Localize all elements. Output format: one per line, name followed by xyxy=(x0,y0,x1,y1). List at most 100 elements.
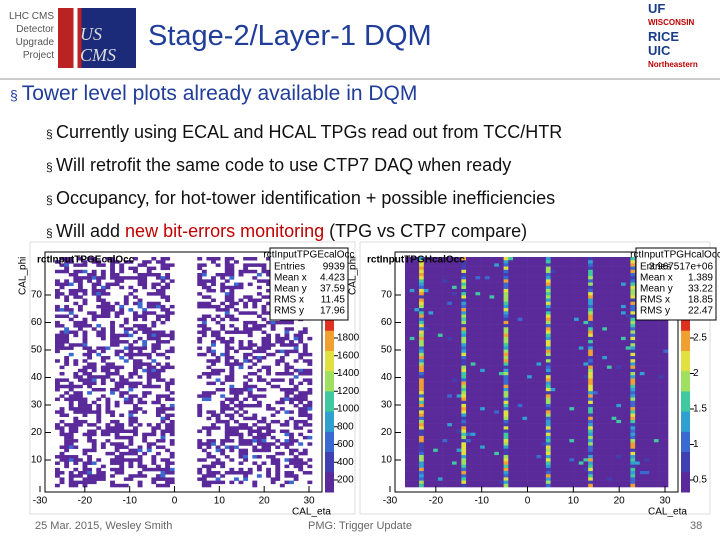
heatmap-cell xyxy=(110,330,115,334)
heatmap-cell xyxy=(475,483,481,488)
heatmap-cell xyxy=(522,455,528,459)
heatmap-cell xyxy=(160,333,166,338)
heatmap-cell xyxy=(284,480,290,485)
heatmap-cell xyxy=(414,298,420,303)
heatmap-cell xyxy=(606,365,612,370)
heatmap-cell xyxy=(555,266,561,271)
heatmap-cell xyxy=(513,356,519,360)
heatmap-cell xyxy=(151,467,157,472)
bullet-marker: § xyxy=(46,226,57,240)
heatmap-cell xyxy=(414,330,420,334)
heatmap-cell xyxy=(442,407,448,411)
heatmap-cell xyxy=(284,330,290,334)
heatmap-cell xyxy=(201,317,207,322)
heatmap-cell xyxy=(211,480,216,485)
heatmap-cell xyxy=(298,330,304,334)
heatmap-cell xyxy=(119,375,125,379)
heatmap-cell xyxy=(513,391,519,395)
heatmap-cell xyxy=(583,317,589,322)
heatmap-cell xyxy=(197,279,203,283)
heatmap-cell xyxy=(489,391,495,395)
heatmap-cell xyxy=(545,384,551,389)
heatmap-cell xyxy=(498,362,504,366)
heatmap-cell xyxy=(578,269,584,274)
heatmap-cell xyxy=(564,413,570,418)
heatmap-cell xyxy=(466,285,472,290)
y-tick-label: 60 xyxy=(31,317,43,328)
heatmap-cell xyxy=(480,298,486,303)
heatmap-cell xyxy=(266,372,271,376)
heatmap-cell xyxy=(302,330,308,334)
heatmap-cell xyxy=(119,391,125,395)
heatmap-cell xyxy=(503,432,509,437)
heatmap-cell xyxy=(423,400,429,405)
heatmap-cell xyxy=(409,451,415,456)
heatmap-cell xyxy=(91,429,97,433)
heatmap-cell xyxy=(137,458,143,462)
heatmap-cell xyxy=(73,272,79,277)
heatmap-cell xyxy=(229,276,235,280)
heatmap-cell xyxy=(307,372,313,376)
heatmap-cell xyxy=(606,330,612,334)
heatmap-cell xyxy=(498,343,504,347)
heatmap-cell xyxy=(461,474,467,478)
heatmap-cell xyxy=(578,416,584,421)
heatmap-cell xyxy=(555,439,561,443)
heatmap-cell xyxy=(541,387,547,392)
heatmap-cell xyxy=(592,372,598,376)
heatmap-cell xyxy=(588,295,594,299)
heatmap-cell xyxy=(550,483,556,488)
heatmap-cell xyxy=(442,477,448,481)
heatmap-cell xyxy=(494,378,500,382)
heatmap-cell xyxy=(588,285,594,290)
heatmap-cell xyxy=(550,458,556,462)
heatmap-cell xyxy=(574,474,580,478)
heatmap-cell xyxy=(133,365,138,370)
heatmap-cell xyxy=(284,391,290,395)
heatmap-cell xyxy=(419,324,425,328)
heatmap-cell xyxy=(583,260,589,264)
heatmap-cell xyxy=(513,403,519,408)
heatmap-cell xyxy=(466,301,472,306)
heatmap-cell xyxy=(128,381,134,386)
heatmap-cell xyxy=(275,451,281,456)
heatmap-cell xyxy=(252,324,258,328)
heatmap-cell xyxy=(229,368,235,373)
heatmap-cell xyxy=(238,285,244,290)
heatmap-cell xyxy=(155,346,161,350)
heatmap-cell xyxy=(256,400,262,405)
heatmap-cell xyxy=(541,317,547,322)
heatmap-cell xyxy=(475,455,481,459)
heatmap-cell xyxy=(559,349,565,354)
heatmap-cell xyxy=(128,343,134,347)
heatmap-cell xyxy=(597,471,603,475)
heatmap-cell xyxy=(307,416,313,421)
heatmap-cell xyxy=(442,308,448,312)
heatmap-cell xyxy=(451,282,457,287)
heatmap-cell xyxy=(77,343,83,347)
heatmap-cell xyxy=(423,308,429,312)
heatmap-cell xyxy=(82,352,88,357)
heatmap-cell xyxy=(114,426,120,430)
heatmap-cell xyxy=(160,432,166,437)
heatmap-cell xyxy=(307,368,313,373)
heatmap-cell xyxy=(428,413,434,418)
heatmap-cell xyxy=(419,257,425,261)
heatmap-cell xyxy=(105,423,111,427)
heatmap-cell xyxy=(419,387,425,392)
heatmap-cell xyxy=(82,359,88,363)
heatmap-cell xyxy=(275,461,281,465)
heatmap-cell xyxy=(87,365,93,370)
heatmap-cell xyxy=(513,340,519,344)
heatmap-cell xyxy=(73,394,79,398)
heatmap-cell xyxy=(114,301,120,306)
heatmap-cell xyxy=(224,269,230,274)
heatmap-cell xyxy=(564,292,570,296)
heatmap-cell xyxy=(261,295,267,299)
heatmap-cell xyxy=(96,419,102,424)
heatmap-cell xyxy=(73,407,79,411)
heatmap-cell xyxy=(545,407,551,411)
heatmap-cell xyxy=(550,327,556,331)
heatmap-cell xyxy=(517,298,523,303)
heatmap-cell xyxy=(498,378,504,382)
